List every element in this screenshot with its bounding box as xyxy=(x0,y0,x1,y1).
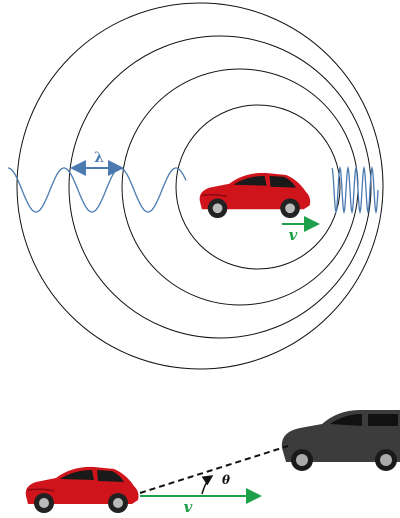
wavefront xyxy=(16,2,384,370)
wavelength-label: λ xyxy=(94,150,104,166)
wavefront xyxy=(175,104,341,270)
velocity-label: v xyxy=(184,498,193,516)
wave-right xyxy=(331,165,379,215)
angle-label: θ xyxy=(222,473,230,487)
wave-left xyxy=(8,167,187,213)
suv xyxy=(281,410,400,471)
wavefront xyxy=(68,35,372,339)
velocity-label: v xyxy=(289,226,298,244)
line-of-sight xyxy=(139,445,289,494)
wavefronts xyxy=(16,2,384,370)
angle-arc xyxy=(201,475,214,495)
car xyxy=(198,172,311,219)
car-observer xyxy=(24,466,140,514)
